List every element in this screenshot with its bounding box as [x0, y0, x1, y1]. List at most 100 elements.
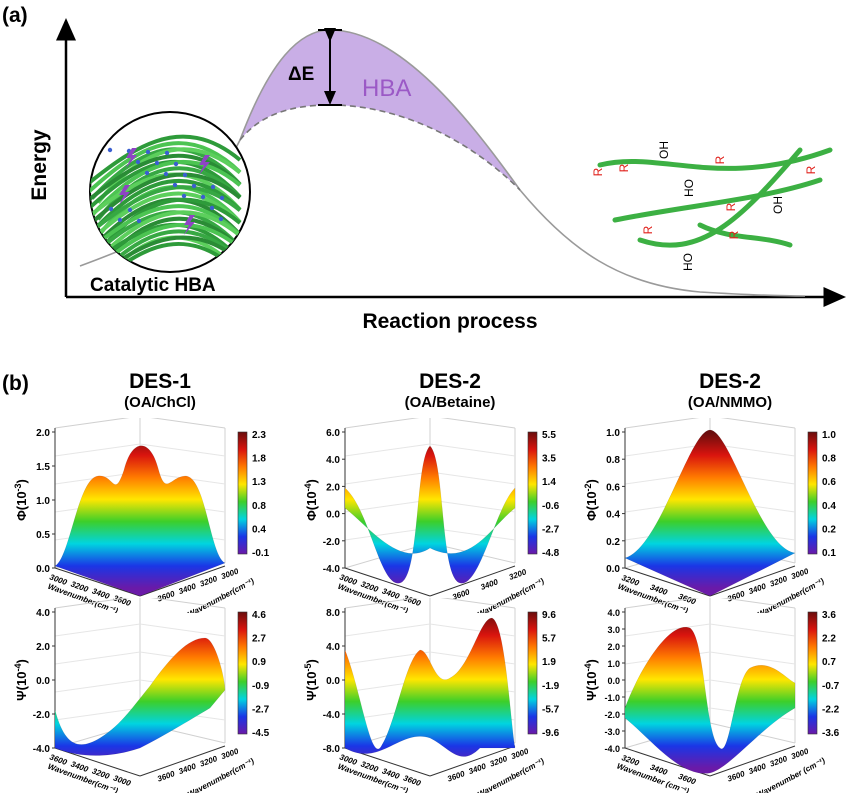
psi-surface-plot: 8.0 4.0 0.0 -4.0 -8.0 Ψ(10-5) 9.6 5.7 1.9 -1.9 -5.… — [303, 598, 560, 793]
catalyst-dot — [210, 184, 216, 190]
colorbar-tick-label: 2.7 — [252, 634, 266, 645]
colorbar-tick-label: 3.5 — [542, 454, 556, 465]
catalyst-dot — [182, 172, 188, 178]
z-tick-label: 0.8 — [606, 455, 620, 466]
z-axis-label: Φ(10-3) — [13, 479, 29, 521]
y-tick-label: 3600 — [726, 769, 746, 784]
y-tick-label: 3000 — [790, 566, 810, 581]
y-tick-label: 3600 — [446, 769, 466, 784]
colorbar-tick-label: -0.9 — [252, 681, 270, 692]
y-tick-label: 3200 — [489, 754, 509, 769]
colorbar — [237, 431, 248, 555]
z-tick-label: 4.0 — [36, 608, 50, 619]
z-tick-label: 0.0 — [607, 676, 620, 686]
column-subtitle: (OA/ChCl) — [124, 394, 196, 411]
y-tick-label: 3200 — [199, 754, 219, 769]
z-unit-open: (10 — [304, 491, 319, 510]
catalyst-dot — [200, 194, 206, 200]
phi-surface-plot: 2.0 1.5 1.0 0.5 0.0 Φ(10-3) 2.3 1.8 1.3 0.8 0.4 -0.… — [13, 418, 270, 613]
fiber — [90, 172, 242, 226]
z-tick-label: -2.0 — [604, 710, 620, 720]
y-tick-label: 3400 — [177, 761, 197, 776]
z-axis-label: Ψ(10-4) — [583, 659, 599, 701]
y-tick-label: 3000 — [220, 746, 240, 761]
z-tick-label: 1.0 — [606, 428, 620, 439]
z-tick-label: -4.0 — [323, 710, 341, 721]
z-tick-label: 0.5 — [36, 530, 50, 541]
z-tick-label: 2.0 — [326, 482, 340, 493]
catalyzed-energy-curve — [239, 104, 521, 191]
catalyst-dot — [135, 159, 141, 165]
z-tick-label: 0.6 — [606, 482, 620, 493]
colorbar-tick-label: -0.6 — [542, 501, 560, 512]
phi-surface-plot: 6.0 4.0 2.0 0.0 -2.0 -4.0 Φ(10-4) 5.5 3.5 1.4 -0.6… — [303, 418, 560, 613]
z-tick-label: 3.0 — [607, 625, 620, 635]
z-exponent: -5 — [303, 664, 313, 672]
colorbar-tick-label: 0.2 — [822, 524, 836, 535]
colorbar-tick-label: 5.7 — [542, 634, 556, 645]
z-tick-label: 1.0 — [607, 659, 620, 669]
z-tick-label: 4.0 — [326, 455, 340, 466]
z-tick-label: -4.0 — [33, 744, 51, 755]
surface — [344, 617, 516, 757]
catalyst-dot — [154, 160, 160, 166]
colorbar-tick-label: -3.6 — [822, 728, 840, 739]
r-group-label: R — [727, 230, 741, 239]
fiber — [90, 191, 242, 247]
fiber — [90, 153, 242, 209]
z-tick-label: 2.0 — [36, 428, 50, 439]
functional-group-labels: OH R R HO R R OH R R HO R — [591, 141, 818, 271]
z-unit-close: ) — [304, 479, 319, 483]
surface — [344, 445, 516, 584]
catalyst-dot — [144, 170, 150, 176]
z-unit-open: (10 — [584, 491, 599, 510]
catalyst-dot — [218, 216, 224, 222]
catalyst-dot — [136, 218, 142, 224]
colorbar-tick-label: 2.3 — [252, 430, 266, 441]
colorbar-tick-label: 1.9 — [542, 657, 556, 668]
fiber — [90, 141, 242, 196]
z-tick-label: -2.0 — [323, 537, 341, 548]
fiber — [90, 235, 242, 272]
catalyst-dot — [181, 193, 187, 199]
z-unit-open: (10 — [14, 672, 29, 691]
colorbar-tick-label: 2.2 — [822, 634, 836, 645]
z-tick-label: 0.0 — [36, 676, 50, 687]
catalyst-dot — [209, 205, 215, 211]
catalyst-dot — [108, 206, 114, 212]
r-group-label: R — [804, 165, 818, 174]
surface — [624, 429, 796, 597]
cellulose-chains — [597, 147, 833, 248]
catalytic-hba-label: Catalytic HBA — [90, 275, 216, 296]
r-group-label: R — [641, 225, 655, 234]
z-tick-label: 6.0 — [326, 428, 340, 439]
z-unit-open: (10 — [304, 672, 319, 691]
z-unit-close: ) — [304, 659, 319, 663]
colorbar-tick-label: 4.6 — [252, 610, 266, 621]
z-tick-label: 1.0 — [36, 496, 50, 507]
surface — [54, 445, 226, 597]
colorbar-tick-label: 1.3 — [252, 477, 266, 488]
y-tick-label: 3400 — [177, 581, 197, 596]
catalyst-dot — [107, 147, 113, 153]
energy-diagram: (a) Energy Reaction process ΔE HBA Catal… — [2, 4, 846, 333]
z-symbol: Ψ — [304, 690, 319, 701]
fiber — [90, 172, 242, 230]
z-symbol: Ψ — [584, 690, 599, 701]
z-tick-label: 0.0 — [326, 676, 340, 687]
z-unit-close: ) — [584, 479, 599, 483]
hydroxyl-label: HO — [681, 253, 695, 271]
colorbar-tick-label: 0.8 — [822, 454, 836, 465]
y-tick-label: 3400 — [747, 581, 767, 596]
z-tick-label: -3.0 — [604, 727, 620, 737]
fiber — [90, 185, 242, 242]
energy-axis-label: Energy — [28, 129, 51, 201]
catalyst-dot — [219, 195, 225, 201]
colorbar-tick-label: 0.1 — [822, 548, 836, 559]
y-tick-label: 3200 — [199, 574, 219, 589]
colorbar — [527, 431, 538, 555]
phi-surface-plot: 1.0 0.8 0.6 0.4 0.2 0.0 Φ(10-2) 1.0 0.8 0.6 0.4 0.2… — [583, 418, 836, 613]
y-tick-label: 3600 — [156, 769, 176, 784]
z-unit-open: (10 — [14, 491, 29, 510]
panel-label-a: (a) — [2, 4, 28, 27]
